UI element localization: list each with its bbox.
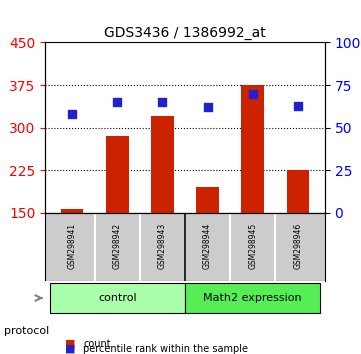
Bar	[196, 187, 219, 213]
Text: protocol: protocol	[4, 326, 49, 336]
Bar	[242, 85, 264, 213]
Point	[69, 111, 75, 117]
Text: Math2 expression: Math2 expression	[203, 293, 302, 303]
Bar	[287, 170, 309, 213]
Text: GSM298946: GSM298946	[293, 223, 302, 269]
Point	[295, 103, 301, 108]
Text: GSM298944: GSM298944	[203, 223, 212, 269]
Bar	[106, 136, 129, 213]
FancyBboxPatch shape	[185, 283, 321, 313]
Text: ■: ■	[65, 339, 75, 349]
Text: GSM298942: GSM298942	[113, 223, 122, 269]
FancyBboxPatch shape	[49, 283, 185, 313]
Text: GSM298945: GSM298945	[248, 223, 257, 269]
Bar	[151, 116, 174, 213]
Point	[114, 99, 120, 105]
Text: ■: ■	[65, 344, 75, 354]
Text: percentile rank within the sample: percentile rank within the sample	[83, 344, 248, 354]
Text: control: control	[98, 293, 136, 303]
Text: GSM298943: GSM298943	[158, 223, 167, 269]
Text: GSM298941: GSM298941	[68, 223, 77, 269]
Bar	[61, 209, 83, 213]
Point	[250, 91, 256, 96]
Text: count: count	[83, 339, 111, 349]
Title: GDS3436 / 1386992_at: GDS3436 / 1386992_at	[104, 26, 266, 40]
Point	[205, 104, 210, 110]
Point	[160, 99, 165, 105]
